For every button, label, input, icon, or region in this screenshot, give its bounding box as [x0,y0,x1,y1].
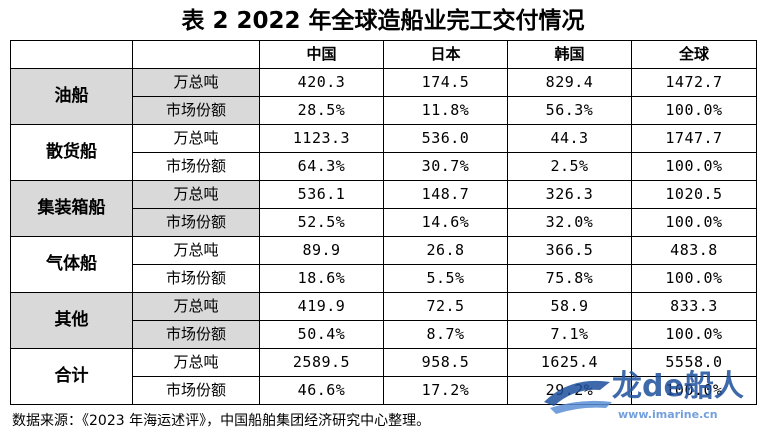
value-japan: 148.7 [383,180,508,209]
value-china: 50.4% [259,320,384,349]
value-korea: 829.4 [507,68,632,97]
value-china: 536.1 [259,180,384,209]
value-china: 64.3% [259,152,384,181]
header-china: 中国 [259,40,384,69]
unit-label: 市场份额 [132,320,260,349]
table-row: 市场份额 52.5% 14.6% 32.0% 100.0% [11,208,757,237]
imarine-watermark-logo: 龙de船人 www.imarine.cn [544,369,744,421]
value-china: 419.9 [259,292,384,321]
table-row: 市场份额 28.5% 11.8% 56.3% 100.0% [11,96,757,125]
value-korea: 32.0% [507,208,632,237]
header-global: 全球 [631,40,757,69]
value-japan: 30.7% [383,152,508,181]
header-blank-2 [132,40,260,69]
value-japan: 5.5% [383,264,508,293]
table-row: 散货船 万总吨 1123.3 536.0 44.3 1747.7 [10,124,757,181]
unit-label: 万总吨 [132,348,260,377]
category-oil-tanker: 油船 [10,68,133,125]
value-global: 100.0% [631,208,757,237]
value-japan: 8.7% [383,320,508,349]
value-japan: 14.6% [383,208,508,237]
table-row: 气体船 万总吨 89.9 26.8 366.5 483.8 [10,236,757,293]
value-china: 28.5% [259,96,384,125]
header-japan: 日本 [383,40,508,69]
value-china: 420.3 [259,68,384,97]
value-japan: 26.8 [383,236,508,265]
unit-label: 市场份额 [132,208,260,237]
header-blank-1 [10,40,133,69]
value-korea: 75.8% [507,264,632,293]
source-note: 数据来源：《2023 年海运述评》，中国船舶集团经济研究中心整理。 [12,413,431,429]
value-japan: 72.5 [383,292,508,321]
category-container-ship: 集装箱船 [10,180,133,237]
value-global: 100.0% [631,376,757,405]
value-japan: 11.8% [383,96,508,125]
value-china: 18.6% [259,264,384,293]
value-global: 1472.7 [631,68,757,97]
value-global: 1747.7 [631,124,757,153]
ship-swoosh-icon [544,380,610,406]
value-korea: 56.3% [507,96,632,125]
value-china: 52.5% [259,208,384,237]
value-china: 89.9 [259,236,384,265]
value-korea: 326.3 [507,180,632,209]
unit-label: 万总吨 [132,68,260,97]
value-china: 2589.5 [259,348,384,377]
value-china: 1123.3 [259,124,384,153]
category-total: 合计 [10,348,133,405]
unit-label: 万总吨 [132,124,260,153]
value-korea: 7.1% [507,320,632,349]
unit-label: 万总吨 [132,236,260,265]
value-korea: 58.9 [507,292,632,321]
value-korea: 2.5% [507,152,632,181]
value-japan: 17.2% [383,376,508,405]
table-row: 油船 万总吨 420.3 174.5 829.4 1472.7 [10,68,757,125]
category-bulk-carrier: 散货船 [10,124,133,181]
category-other: 其他 [10,292,133,349]
table-title: 表 2 2022 年全球造船业完工交付情况 [181,8,585,34]
table-row: 其他 万总吨 419.9 72.5 58.9 833.3 [10,292,757,349]
unit-label: 市场份额 [132,96,260,125]
unit-label: 市场份额 [132,376,260,405]
category-gas-carrier: 气体船 [10,236,133,293]
value-japan: 174.5 [383,68,508,97]
value-global: 100.0% [631,152,757,181]
value-global: 100.0% [631,264,757,293]
unit-label: 市场份额 [132,264,260,293]
value-korea: 366.5 [507,236,632,265]
table-row: 市场份额 64.3% 30.7% 2.5% 100.0% [11,152,757,181]
value-japan: 958.5 [383,348,508,377]
value-china: 46.6% [259,376,384,405]
unit-label: 万总吨 [132,292,260,321]
header-korea: 韩国 [507,40,632,69]
shipbuilding-delivery-table: 中国 日本 韩国 全球 油船 万总吨 420.3 174.5 829.4 1472.7 市场… [10,40,757,405]
value-global: 100.0% [631,96,757,125]
value-korea: 44.3 [507,124,632,153]
watermark-url: www.imarine.cn [618,408,718,421]
table-row: 市场份额 18.6% 5.5% 75.8% 100.0% [11,264,757,293]
value-global: 833.3 [631,292,757,321]
watermark-brand: 龙de船人 [612,369,744,404]
value-global: 1020.5 [631,180,757,209]
table-row: 集装箱船 万总吨 536.1 148.7 326.3 1020.5 [10,180,757,237]
value-global: 483.8 [631,236,757,265]
unit-label: 市场份额 [132,152,260,181]
value-global: 100.0% [631,320,757,349]
unit-label: 万总吨 [132,180,260,209]
value-korea: 1625.4 [507,348,632,377]
value-japan: 536.0 [383,124,508,153]
